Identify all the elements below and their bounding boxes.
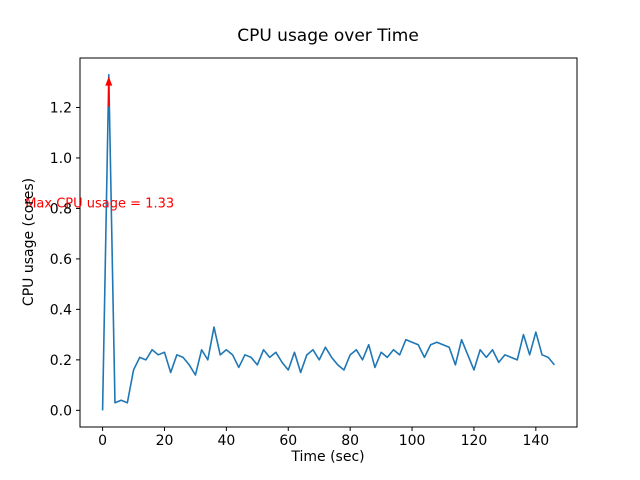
y-tick-label: 0.0 <box>50 403 72 419</box>
x-tick-label: 100 <box>399 433 426 449</box>
x-axis-label: Time (sec) <box>290 449 364 465</box>
annotation-arrowhead-icon <box>105 76 113 86</box>
y-tick-label: 0.4 <box>50 302 72 318</box>
x-tick-label: 80 <box>341 433 359 449</box>
y-axis-label: CPU usage (cores) <box>21 178 37 306</box>
y-tick-label: 1.2 <box>50 100 72 116</box>
x-tick-label: 20 <box>156 433 174 449</box>
x-tick-label: 120 <box>461 433 488 449</box>
chart-title: CPU usage over Time <box>237 26 419 46</box>
y-tick-label: 1.0 <box>50 151 72 167</box>
x-tick-label: 60 <box>279 433 297 449</box>
plot-area-border <box>79 57 578 428</box>
x-tick-label: 140 <box>522 433 549 449</box>
data-line-group <box>101 73 556 411</box>
y-tick-label: 0.8 <box>50 201 72 217</box>
cpu-usage-line <box>101 73 556 411</box>
y-tick-label: 0.6 <box>50 252 72 268</box>
y-tick-label: 0.2 <box>50 353 72 369</box>
axis-ticks: 0 20 40 60 80 100 120 140 0.0 0.2 0.4 0.6 0.8 1.0 1.2 <box>50 100 549 449</box>
x-tick-label: 0 <box>98 433 107 449</box>
max-annotation-group: Max CPU usage = 1.33 <box>25 76 174 211</box>
x-tick-label: 40 <box>217 433 235 449</box>
max-annotation-label: Max CPU usage = 1.33 <box>25 196 174 211</box>
